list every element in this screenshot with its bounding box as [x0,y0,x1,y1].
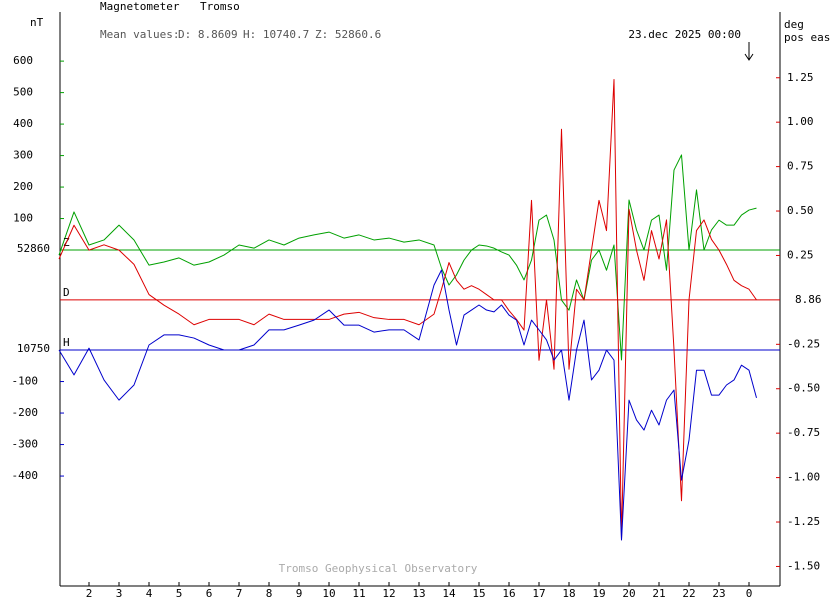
x-tick-label: 4 [146,587,153,600]
y-tick-label: 600 [13,54,33,67]
mean-value: H: 10740.7 [243,28,309,41]
y-tick-label: -100 [12,375,39,388]
y-tick-label: -300 [12,438,39,451]
x-tick-label: 22 [682,587,695,600]
x-tick-label: 8 [266,587,273,600]
y-tick-label: 0.50 [787,204,814,217]
x-tick-label: 9 [296,587,303,600]
y-tick-label: 0.25 [787,248,814,261]
y-tick-label: 8.86 [795,293,822,306]
x-tick-label: 18 [562,587,575,600]
y-tick-label: -1.00 [787,471,820,484]
y-tick-label: -1.50 [787,559,820,572]
x-tick-label: 7 [236,587,243,600]
y-unit: nT [30,16,44,29]
x-tick-label: 20 [622,587,635,600]
x-tick-label: 0 [746,587,753,600]
x-tick-label: 5 [176,587,183,600]
x-tick-label: 3 [116,587,123,600]
y-tick-label: 300 [13,149,33,162]
y-tick-label: -0.25 [787,337,820,350]
x-tick-label: 12 [382,587,395,600]
annotation: 23.dec 2025 00:00 [628,28,741,41]
series-name: D [63,286,70,299]
x-tick-label: 6 [206,587,213,600]
mean-value: D: 8.8609 [178,28,238,41]
credit: Tromso Geophysical Observatory [279,562,478,575]
x-tick-label: 15 [472,587,485,600]
y-tick-label: 500 [13,86,33,99]
chart-title: Magnetometer [100,0,180,13]
y2-unit: pos east [784,31,830,44]
y-tick-label: 100 [13,212,33,225]
y-tick-label: -0.75 [787,426,820,439]
y-tick-label: -0.50 [787,382,820,395]
y-tick-label: 200 [13,180,33,193]
x-tick-label: 23 [712,587,725,600]
x-tick-label: 16 [502,587,515,600]
x-tick-label: 11 [352,587,365,600]
y-tick-label: -200 [12,406,39,419]
series-name: H [63,336,70,349]
annotation-arrowhead [744,53,754,61]
y-tick-label: 1.00 [787,115,814,128]
x-tick-label: 19 [592,587,605,600]
y-tick-label: 400 [13,117,33,130]
y-tick-label: -1.25 [787,515,820,528]
x-tick-label: 17 [532,587,545,600]
y-tick-label: 1.25 [787,71,814,84]
series-line [58,269,757,541]
y2-unit: deg [784,18,804,31]
y-tick-label: 10750 [17,342,50,355]
x-tick-label: 13 [412,587,425,600]
mean-value: Z: 52860.6 [315,28,381,41]
mean-values-label: Mean values: [100,28,179,41]
y-tick-label: -400 [12,469,39,482]
y-tick-label: 0.75 [787,160,814,173]
x-tick-label: 10 [322,587,335,600]
chart-subtitle: Tromso [200,0,240,13]
series-line [58,79,757,541]
x-tick-label: 14 [442,587,456,600]
y-tick-label: 52860 [17,242,50,255]
x-tick-label: 21 [652,587,665,600]
series-line [58,154,757,361]
x-tick-label: 2 [86,587,93,600]
